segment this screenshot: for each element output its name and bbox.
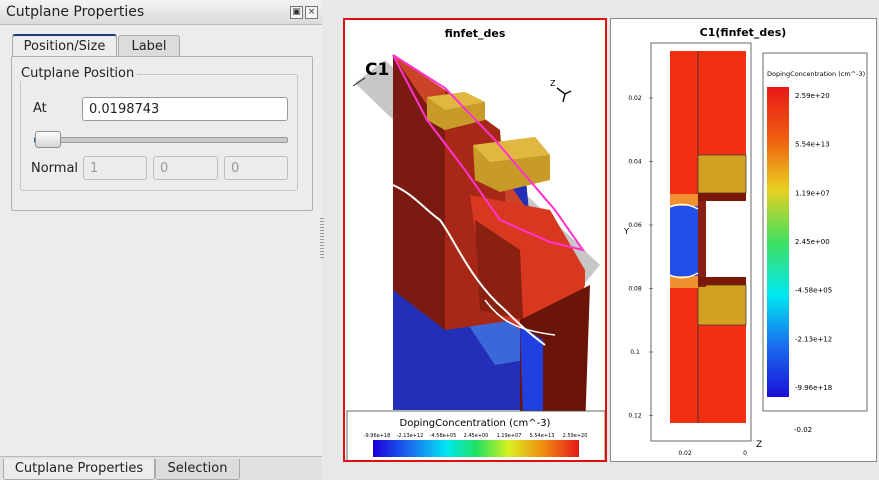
plot-frame [650,42,752,442]
panel-title-bar: Cutplane Properties ▣ × [0,0,322,25]
legend-tick-label-2d: -9.96e+18 [795,384,832,392]
view-3d-title: finfet_des [445,27,506,40]
normal-z-field: 0 [224,156,288,180]
legend-axis-tick: -0.02 [794,426,812,434]
legend-tick-label: 5.54e+13 [530,433,555,439]
group-title: Cutplane Position [18,66,138,81]
legend-tick-label: -9.96e+18 [364,433,391,439]
channel-edge-top [670,194,698,206]
junction-line [392,184,546,346]
legend-tick-label: 1.19e+07 [497,433,522,439]
position-slider-track[interactable] [34,137,288,143]
view-3d-canvas: finfet_des C1 Z DopingConcentration (cm^… [346,27,606,462]
x-tick-label: 0 [743,450,747,457]
y-axis-label: Y [623,227,629,236]
gate-top-2d [697,154,747,194]
spacer-bottom [698,277,746,285]
legend-ticks: -9.96e+18 -2.13e+12 -4.58e+05 2.45e+00 1.19e… [364,433,588,439]
tab-cutplane-properties[interactable]: Cutplane Properties [3,459,155,480]
legend-title-2d: DopingConcentration (cm^-3) [767,70,865,78]
tab-label[interactable]: Label [118,35,180,57]
y-tick-label: 0.12 [628,413,642,420]
x-tick-label: 0.02 [678,450,692,457]
legend-ticks-2d: 2.59e+20 5.54e+13 1.19e+07 2.45e+00 -4.58e+0… [795,92,832,392]
fin-bottom-blue [520,325,543,420]
splitter-grip[interactable] [320,218,324,260]
gate-bottom-2d [697,284,747,326]
y-ticks: 0.02 0.04 0.06 0.08 0.1 0.12 [628,95,653,420]
cutplane-position-group [20,74,298,191]
panel-title: Cutplane Properties [6,4,145,20]
gate-2-top [473,137,550,162]
cutplane-properties-panel: Cutplane Properties ▣ × Position/Size La… [0,0,322,480]
legend-tick-label-2d: -4.58e+05 [795,287,832,295]
y-tick-label: 0.02 [628,95,642,102]
x-axis-label: Z [756,440,762,450]
cutplane-outline [392,54,586,252]
channel-region [670,205,698,277]
legend-tick-label-2d: 5.54e+13 [795,141,830,149]
legend-colorbar [373,440,579,457]
axes-glyph-icon [556,87,572,103]
legend-tick-label-2d: 2.59e+20 [795,92,830,100]
tab-position-size[interactable]: Position/Size [12,34,117,58]
legend-tick-label-2d: 1.19e+07 [795,189,830,197]
spacer-top [698,193,746,201]
normal-label: Normal [31,161,79,176]
fin-left-dark [393,55,445,330]
tab-selection[interactable]: Selection [155,459,240,480]
close-icon[interactable]: × [305,6,318,19]
junction-line-2 [484,299,556,336]
legend-tick-label: -4.58e+05 [430,433,457,439]
legend-title: DopingConcentration (cm^-3) [400,418,551,429]
legend-tick-label: 2.45e+00 [464,433,489,439]
view-2d-canvas: C1(finfet_des) Y 0.02 0.04 0.06 0.08 0.1 0.12… [623,26,868,457]
view-2d-title: C1(finfet_des) [700,26,787,39]
position-slider-handle[interactable] [34,131,61,148]
legend-tick-label: -2.13e+12 [397,433,424,439]
junction-line-2d-top [669,203,699,210]
tab-content-frame [11,56,313,211]
fin-right-shadow [475,220,523,320]
legend-tick-label: 2.59e+20 [563,433,588,439]
float-icon[interactable]: ▣ [290,6,303,19]
legend-tick-label-2d: 2.45e+00 [795,238,830,246]
junction-line-2d-bottom [669,272,699,279]
bottom-dock-tabs: Cutplane Properties Selection [0,456,322,480]
y-tick-label: 0.06 [628,222,642,229]
x-ticks: 0.02 0 [678,450,747,457]
y-tick-label: 0.04 [628,159,642,166]
channel-edge-bottom [670,276,698,288]
gate-oxide [698,201,706,287]
normal-x-field: 1 [83,156,147,180]
cutplane-label: C1 [365,60,389,80]
normal-y-field: 0 [153,156,218,180]
legend-tick-label-2d: -2.13e+12 [795,335,832,343]
y-tick-label: 0.1 [630,349,640,356]
gate-1-top [427,92,485,110]
at-input[interactable]: 0.0198743 [82,97,288,121]
axis-z-label: Z [550,79,556,88]
view-2d[interactable]: C1(finfet_des) Y 0.02 0.04 0.06 0.08 0.1 0.12… [610,18,877,462]
at-label: At [33,101,47,116]
cutplane-label-leader [352,77,366,87]
view-3d[interactable]: finfet_des C1 Z DopingConcentration (cm^… [343,18,607,462]
legend-colorbar-2d [767,87,789,397]
y-tick-label: 0.08 [628,286,642,293]
gate-gap [706,193,746,285]
